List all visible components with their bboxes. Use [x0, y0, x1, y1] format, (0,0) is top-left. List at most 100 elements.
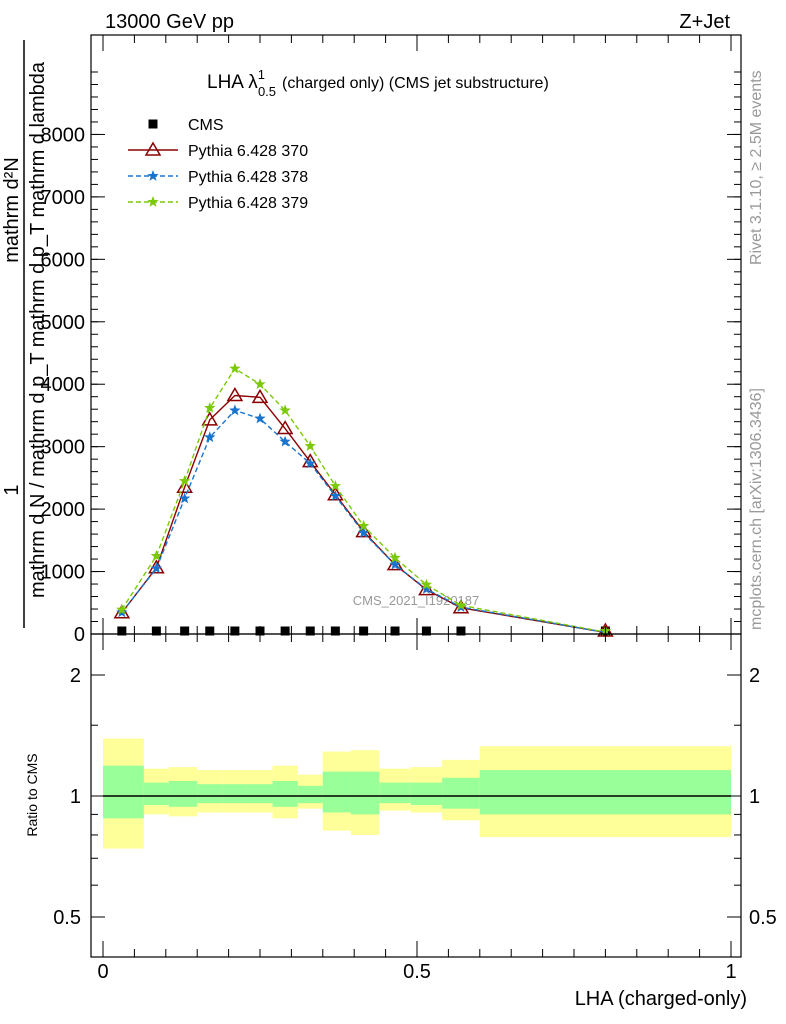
series-pythia-6-428-379-point: [420, 578, 433, 590]
series-pythia-6-428-378-point: [279, 435, 291, 447]
ratio-ytick-label-right: 1: [749, 786, 760, 808]
series-cms-point: [330, 626, 340, 636]
series-pythia-6-428-370-point: [355, 523, 372, 538]
series-pythia-6-428-370-point: [327, 486, 344, 501]
x-axis-label: LHA (charged-only): [575, 988, 747, 1010]
series-pythia-6-428-379-point: [357, 520, 370, 531]
series-pythia-6-428-370-point: [226, 386, 244, 402]
watermark: CMS_2021_I1920187: [353, 593, 480, 608]
ratio-band-inner: [168, 780, 198, 807]
ratio-ytick-label: 0.5: [53, 907, 81, 929]
series-cms-point: [456, 626, 466, 636]
ratio-band-inner: [351, 771, 380, 815]
series-cms-point: [117, 626, 127, 636]
ratio-ytick-label: 1: [70, 786, 81, 808]
legend-marker: [147, 170, 159, 181]
series-pythia-6-428-379-point: [150, 549, 163, 561]
series-cms-point: [421, 626, 431, 636]
ratio-band-inner: [197, 784, 223, 804]
ratio-ytick-label-right: 2: [749, 665, 760, 687]
ratio-xtick-label: 1: [725, 961, 736, 983]
main-ytick-label: 0: [74, 624, 85, 646]
ratio-band-inner: [272, 780, 298, 807]
title-sup: 1: [258, 67, 265, 82]
ratio-ytick-label: 2: [70, 665, 81, 687]
series-pythia-6-428-378-point: [357, 526, 370, 538]
legend-item: Pythia 6.428 378: [128, 169, 308, 186]
series-pythia-6-428-379-point: [254, 378, 266, 390]
energy-label: 13000 GeV pp: [105, 11, 234, 33]
main-ytick-label: 5000: [41, 312, 86, 334]
main-ytick-label: 1000: [41, 562, 86, 584]
legend-label: Pythia 6.428 379: [188, 195, 308, 212]
series-pythia-6-428-379-point: [204, 402, 216, 413]
legend-marker: [147, 196, 159, 207]
ratio-y-label: Ratio to CMS: [24, 753, 40, 836]
series-pythia-6-428-379-point: [304, 440, 316, 451]
legend-label: CMS: [188, 117, 224, 134]
series-cms-point: [205, 626, 215, 636]
legend-label: Pythia 6.428 370: [188, 143, 308, 160]
process-label: Z+Jet: [679, 11, 730, 33]
legend-item: Pythia 6.428 379: [128, 195, 308, 212]
series-pythia-6-428-370-point: [276, 420, 294, 435]
ratio-band-inner: [247, 784, 273, 804]
ratio-band-inner: [442, 777, 480, 809]
mcplots-label: mcplots.cern.ch [arXiv:1306.3436]: [748, 388, 765, 630]
series-pythia-6-428-379-point: [329, 480, 342, 491]
series-pythia-6-428-378-point: [420, 583, 433, 594]
series-cms-point: [359, 626, 369, 636]
series-pythia-6-428-370-line: [121, 394, 606, 634]
series-cms-point: [180, 626, 190, 636]
main-ytick-label: 7000: [41, 187, 86, 209]
ratio-xtick-label: 0.5: [403, 961, 431, 983]
ratio-bands: [103, 738, 731, 849]
legend-item: CMS: [148, 117, 224, 134]
series-pythia-6-428-379-point: [279, 404, 291, 416]
ratio-axes: 0.5 0.5 1 1 2 2 0 0.5 1: [53, 633, 777, 983]
ratio-band-inner: [222, 784, 248, 804]
series-pythia-6-428-379-point: [389, 551, 401, 563]
series-pythia-6-428-378-point: [150, 562, 163, 574]
series-pythia-6-428-378-point: [178, 492, 191, 504]
title-rest: (charged only) (CMS jet substructure): [282, 75, 549, 92]
series-pythia-6-428-379-point: [455, 599, 467, 611]
series-pythia-6-428-379-line: [121, 367, 606, 633]
ratio-ytick-label-right: 0.5: [749, 907, 777, 929]
ratio-band-inner: [479, 770, 731, 815]
ylabel-numerator: 1: [1, 484, 23, 495]
series-pythia-6-428-378-point: [254, 412, 266, 424]
title-main: LHA λ: [207, 72, 258, 93]
main-y-axis-label: 1 mathrm d²N mathrm d N / mathrm d p_T m…: [1, 40, 49, 628]
legend-item: Pythia 6.428 370: [128, 141, 308, 160]
legend-marker: [144, 141, 162, 156]
series-pythia-6-428-378-point: [204, 431, 216, 443]
series-pythia-6-428-378-point: [329, 490, 342, 501]
series-cms-point: [390, 626, 400, 636]
series-pythia-6-428-378-point: [304, 457, 316, 469]
title-sub: 0.5: [258, 84, 276, 99]
legend-label: Pythia 6.428 378: [188, 169, 308, 186]
main-ytick-label: 3000: [41, 437, 86, 459]
main-ytick-label: 4000: [41, 374, 86, 396]
ratio-band-inner: [297, 785, 323, 804]
series-pythia-6-428-370-point: [176, 478, 193, 494]
legend-marker: [148, 119, 158, 129]
ratio-band-inner: [322, 771, 352, 813]
ratio-band-inner: [103, 765, 144, 819]
ratio-xtick-label: 0: [97, 961, 108, 983]
main-ytick-label: 8000: [41, 124, 86, 146]
series-cms-point: [280, 626, 290, 636]
series-pythia-6-428-370-point: [251, 388, 269, 404]
ratio-band-inner: [143, 782, 169, 805]
legend: CMS Pythia 6.428 370 Pythia 6.428 378 Pythi…: [128, 117, 308, 212]
ylabel-num-top: mathrm d²N: [1, 157, 23, 263]
series-cms-point: [305, 626, 315, 636]
series-pythia-6-428-379-point: [178, 475, 191, 486]
ratio-band-inner: [410, 782, 443, 805]
series-cms-point: [151, 626, 161, 636]
ratio-band-inner: [379, 782, 411, 804]
rivet-label: Rivet 3.1.10, ≥ 2.5M events: [748, 70, 765, 265]
series-pythia-6-428-378-point: [229, 404, 241, 416]
